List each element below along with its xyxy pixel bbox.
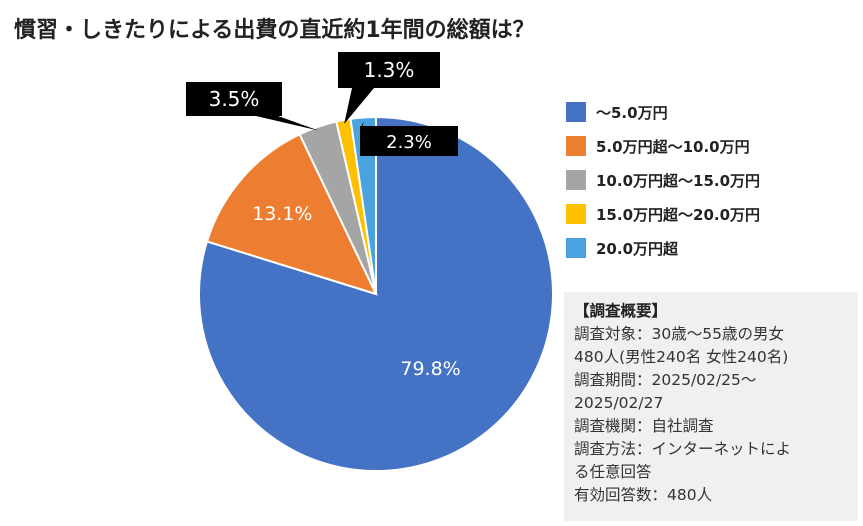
callout-pointer-3 (344, 88, 374, 124)
survey-line: 調査機関：自社調査 (574, 417, 714, 435)
survey-line: 480人(男性240名 女性240名) (574, 348, 789, 366)
legend-item-4: 20.0万円超 (566, 231, 760, 265)
legend-swatch (566, 102, 586, 122)
survey-line: る任意回答 (574, 463, 652, 481)
survey-heading: 【調査概要】 (574, 302, 668, 320)
pie-slice-4 (349, 115, 377, 295)
data-label-1: 13.1% (252, 203, 312, 225)
pie-slice-0 (198, 115, 554, 472)
legend-swatch (566, 204, 586, 224)
legend-label: 10.0万円超～15.0万円 (596, 171, 761, 190)
callout-box-4 (360, 126, 458, 156)
survey-line: 調査方法：インターネットによ (574, 440, 792, 458)
callout-pointer-2 (256, 116, 319, 131)
data-label-3: 1.3% (364, 58, 415, 82)
callout-box-2 (186, 82, 282, 116)
callout-box-3 (338, 52, 440, 88)
legend-label: 5.0万円超～10.0万円 (596, 137, 750, 156)
data-label-4: 2.3% (386, 132, 432, 153)
survey-line: 有効回答数：480人 (574, 486, 713, 504)
legend: ～5.0万円 5.0万円超～10.0万円 10.0万円超～15.0万円 15.0… (566, 95, 760, 265)
data-label-0: 79.8% (400, 358, 460, 380)
legend-swatch (566, 238, 586, 258)
legend-item-2: 10.0万円超～15.0万円 (566, 163, 760, 197)
legend-item-0: ～5.0万円 (566, 95, 760, 129)
pie-chart: 79.8% 13.1% 3.5% 1.3% 2.3% (186, 52, 554, 472)
legend-label: ～5.0万円 (596, 103, 668, 122)
data-label-2: 3.5% (209, 87, 260, 111)
legend-label: 20.0万円超 (596, 239, 679, 258)
survey-line: 調査期間：2025/02/25～ (574, 371, 757, 389)
survey-line: 調査対象：30歳～55歳の男女 (574, 325, 784, 343)
legend-label: 15.0万円超～20.0万円 (596, 205, 761, 224)
legend-item-3: 15.0万円超～20.0万円 (566, 197, 760, 231)
legend-swatch (566, 170, 586, 190)
pie-slice-1 (205, 132, 378, 296)
legend-item-1: 5.0万円超～10.0万円 (566, 129, 760, 163)
survey-overview-box: 【調査概要】 調査対象：30歳～55歳の男女 480人(男性240名 女性240… (564, 292, 858, 521)
legend-swatch (566, 136, 586, 156)
survey-line: 2025/02/27 (574, 394, 664, 412)
chart-title: 慣習・しきたりによる出費の直近約1年間の総額は？ (14, 18, 535, 43)
